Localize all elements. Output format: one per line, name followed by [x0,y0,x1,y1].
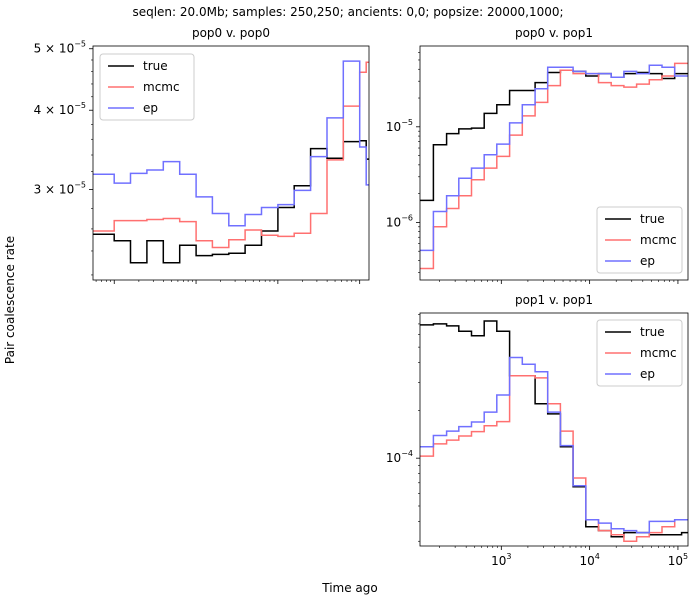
legend-label-true: true [640,212,665,226]
x-tick-label: 105 [668,552,688,568]
panel-title: pop1 v. pop1 [515,293,593,307]
y-tick-label: 10−6 [386,213,413,229]
panel-pop1-pop1: pop1 v. pop1 103 104 105 10−4 true mcmc ep [386,293,689,568]
panel-title: pop0 v. pop0 [192,26,270,40]
legend: true mcmc ep [596,319,683,387]
series-line-ep [93,60,369,227]
panel-title: pop0 v. pop1 [515,26,593,40]
series-line-mcmc [420,62,688,270]
y-tick-label: 10−5 [386,118,413,134]
legend: true mcmc ep [596,206,683,274]
y-tick-label: 4 × 10−5 [34,101,86,117]
legend-label-mcmc: mcmc [640,233,677,247]
series-group [420,320,688,542]
series-group [420,62,688,270]
legend-frame [99,53,195,121]
x-tick-label: 103 [491,552,511,568]
y-tick-label: 10−4 [386,449,413,465]
series-line-ep [420,356,688,534]
panel-pop0-pop0: pop0 v. pop0 3 × 10−5 4 × 10−5 5 × 10−5 true… [34,26,370,284]
axes-frame [92,45,370,281]
panel-pop0-pop1: pop0 v. pop1 10−6 10−5 true mcmc ep [386,26,689,284]
axes-frame [419,312,689,547]
y-tick-label: 5 × 10−5 [34,40,86,56]
figure-ylabel: Pair coalescence rate [3,236,17,364]
figure-xlabel: Time ago [321,581,378,595]
legend-label-ep: ep [143,101,158,115]
legend-frame [596,319,683,387]
legend-label-mcmc: mcmc [143,80,180,94]
y-tick-label: 3 × 10−5 [34,180,86,196]
legend-frame [596,206,683,274]
legend-label-ep: ep [640,254,655,268]
x-tick-label: 104 [579,552,599,568]
legend-label-true: true [640,325,665,339]
legend: true mcmc ep [99,53,195,121]
series-group [93,60,369,264]
legend-label-mcmc: mcmc [640,346,677,360]
series-line-mcmc [93,61,369,249]
series-line-ep [420,64,688,252]
legend-label-ep: ep [640,367,655,381]
legend-label-true: true [143,59,168,73]
series-line-mcmc [420,375,688,542]
axes-frame [419,45,689,281]
figure-suptitle: seqlen: 20.0Mb; samples: 250,250; ancien… [132,5,563,19]
series-line-true [420,69,688,202]
